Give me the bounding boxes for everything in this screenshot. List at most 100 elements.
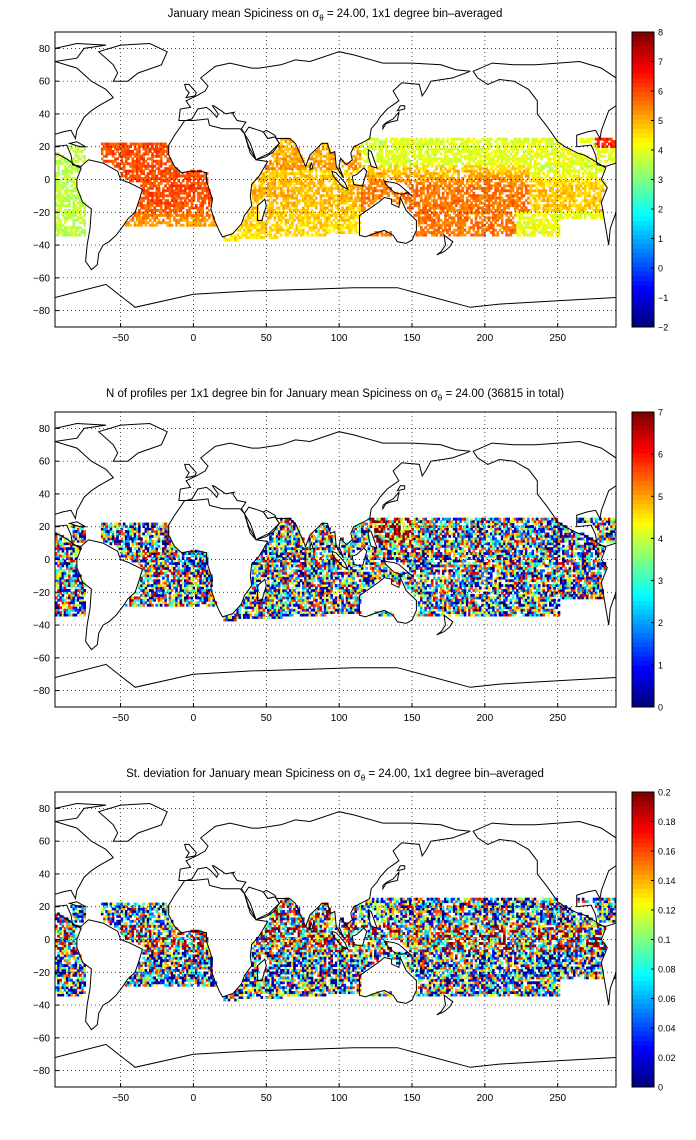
data-cell (284, 177, 288, 180)
data-cell (380, 231, 384, 234)
data-cell (457, 177, 460, 180)
data-cell (306, 184, 309, 188)
data-cell (378, 194, 382, 198)
data-cell (430, 179, 434, 183)
data-cell (413, 191, 417, 195)
data-cell (295, 206, 298, 210)
data-cell (138, 150, 141, 153)
data-cell (479, 147, 482, 151)
data-cell (483, 162, 486, 166)
data-cell (138, 209, 141, 212)
data-cell (518, 137, 521, 141)
data-cell (516, 145, 519, 148)
data-cell (487, 228, 491, 232)
data-cell (507, 164, 510, 168)
data-cell (588, 199, 591, 203)
data-cell (590, 184, 594, 188)
data-cell (280, 189, 283, 193)
data-cell (420, 145, 423, 148)
data-cell (118, 167, 121, 171)
data-cell (446, 191, 449, 195)
data-cell (396, 174, 399, 178)
data-cell (516, 174, 519, 178)
data-cell (63, 231, 67, 234)
data-cell (527, 211, 530, 215)
data-cell (490, 204, 493, 207)
data-cell (378, 231, 382, 234)
data-cell (179, 223, 183, 227)
data-cell (120, 167, 124, 171)
data-cell (498, 172, 502, 175)
data-cell (297, 177, 301, 180)
data-cell (535, 189, 539, 193)
data-cell (487, 154, 491, 158)
data-cell (450, 157, 454, 161)
data-cell (155, 199, 159, 203)
data-cell (382, 174, 386, 178)
data-cell (490, 167, 493, 171)
data-cell (481, 189, 484, 193)
data-cell (107, 142, 111, 146)
data-cell (553, 209, 556, 212)
data-cell (404, 150, 408, 153)
data-cell (542, 137, 545, 141)
data-cell (494, 199, 497, 203)
data-cell (153, 191, 156, 195)
data-cell (376, 182, 379, 185)
data-cell (321, 233, 325, 237)
data-cell (511, 147, 515, 151)
data-cell (256, 233, 259, 237)
data-cell (529, 221, 532, 225)
data-cell (485, 162, 489, 166)
data-cell (350, 213, 353, 217)
data-cell (444, 182, 447, 185)
data-cell (417, 221, 421, 225)
data-cell (461, 194, 465, 198)
data-cell (378, 179, 382, 183)
data-cell (470, 179, 473, 183)
data-cell (522, 182, 526, 185)
data-cell (306, 191, 309, 195)
data-cell (549, 233, 552, 237)
data-cell (505, 206, 508, 210)
data-cell (406, 159, 410, 163)
data-cell (135, 216, 139, 220)
data-cell (559, 186, 563, 190)
data-cell (312, 216, 316, 220)
data-cell (490, 209, 493, 212)
data-cell (465, 137, 469, 141)
data-cell (588, 182, 591, 185)
data-cell (468, 164, 471, 168)
data-cell (61, 186, 65, 190)
data-cell (549, 152, 552, 156)
data-cell (583, 206, 587, 210)
data-cell (350, 226, 353, 230)
data-cell (385, 147, 388, 151)
data-cell (406, 157, 410, 161)
data-cell (588, 159, 591, 163)
data-cell (588, 164, 591, 168)
data-cell (450, 184, 454, 188)
data-cell (363, 199, 366, 203)
data-cell (275, 194, 279, 198)
data-cell (280, 142, 283, 146)
data-cell (476, 194, 480, 198)
data-cell (415, 213, 419, 217)
data-cell (175, 209, 178, 212)
data-cell (564, 199, 567, 203)
data-cell (437, 179, 441, 183)
data-cell (435, 157, 438, 161)
data-cell (413, 201, 417, 205)
data-cell (371, 196, 375, 200)
data-cell (583, 199, 587, 203)
data-cell (435, 206, 438, 210)
data-cell (271, 186, 274, 190)
data-cell (192, 223, 196, 227)
data-cell (590, 177, 594, 180)
data-cell (356, 206, 360, 210)
data-cell (444, 199, 447, 203)
data-cell (247, 231, 250, 234)
data-cell (514, 231, 517, 234)
data-cell (173, 199, 176, 203)
data-cell (264, 233, 268, 237)
